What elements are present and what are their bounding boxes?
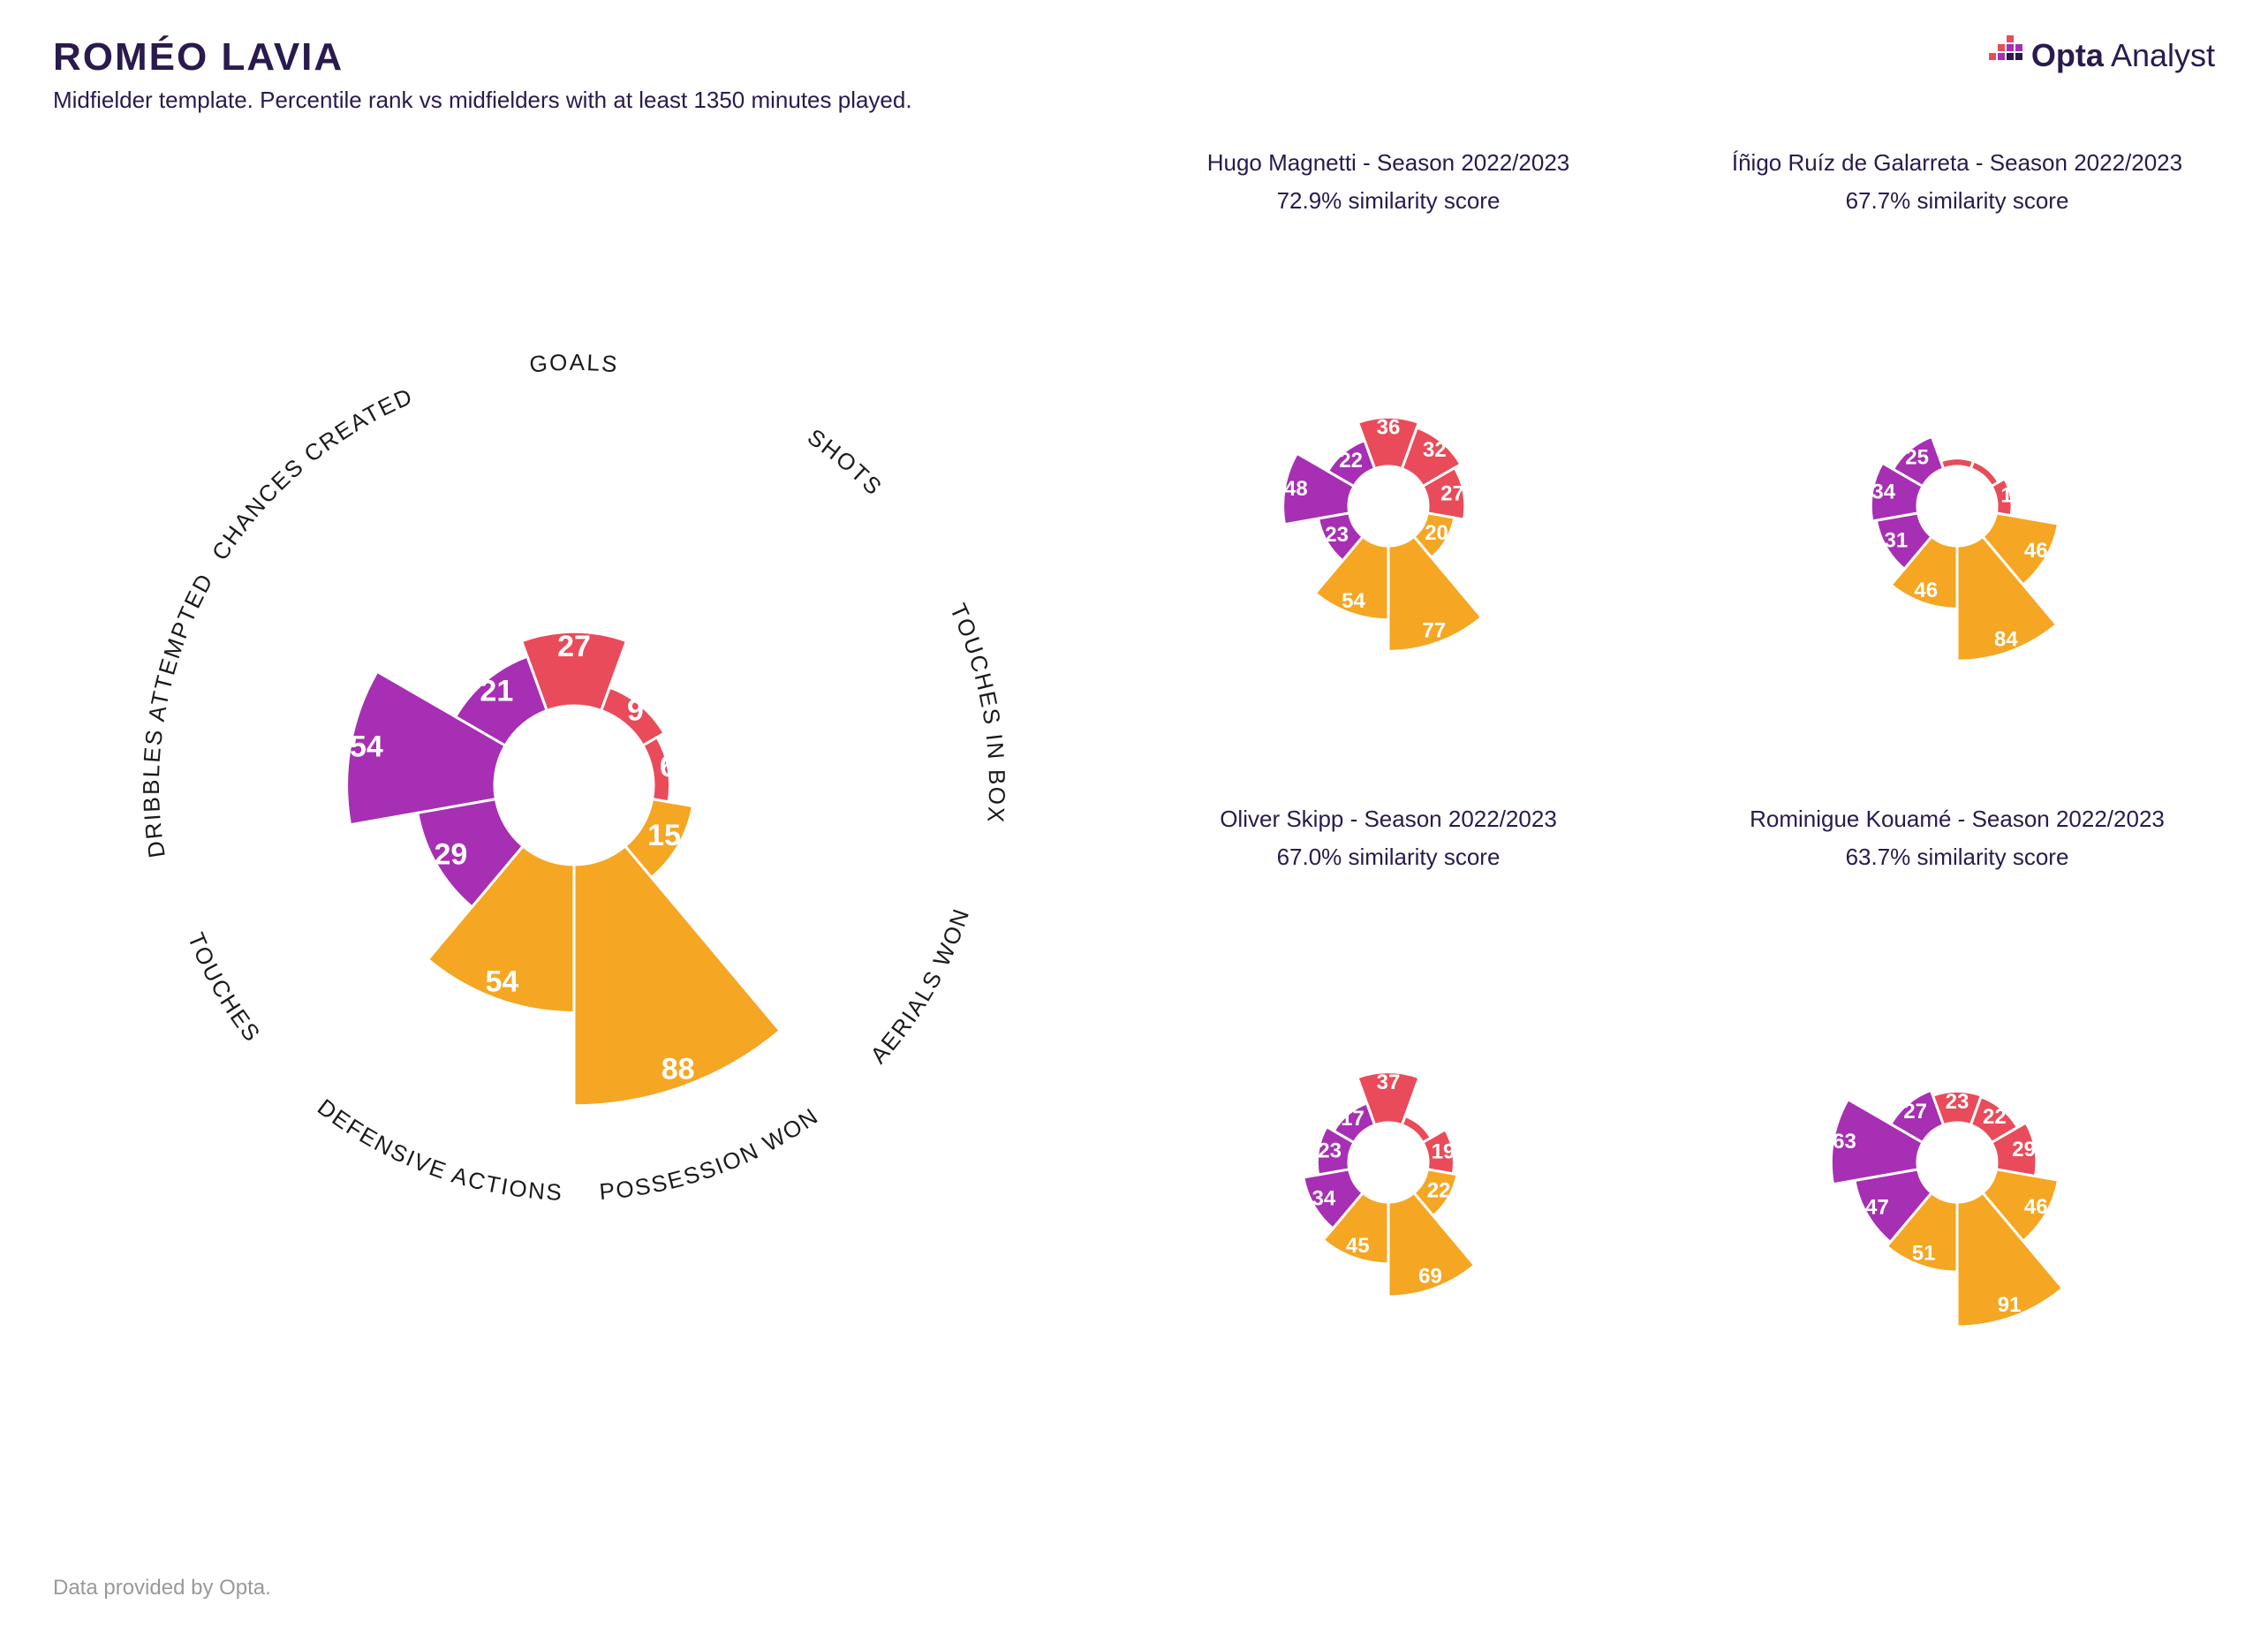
- slice-value: 23: [1325, 523, 1349, 547]
- comparison-radial-svg: 6611468446313425: [1710, 241, 2204, 736]
- slice-value: 6: [1987, 450, 1999, 474]
- slice-value: 15: [647, 819, 681, 852]
- center-hole: [1349, 466, 1428, 546]
- slice-value: 46: [1914, 579, 1938, 602]
- slice-value: 22: [1427, 1178, 1451, 1202]
- slice-value: 29: [434, 838, 467, 872]
- comparison-grid: Hugo Magnetti - Season 2022/2023 72.9% si…: [1130, 149, 2215, 1426]
- slice-value: 23: [1946, 1089, 1969, 1113]
- slice-value: 37: [1377, 1071, 1401, 1094]
- opta-logo-icon: [1982, 35, 2022, 76]
- main-content: 2796158854295421GOALSSHOTSTOUCHES IN BOX…: [53, 149, 2215, 1426]
- similarity-score: 63.7% similarity score: [1699, 844, 2215, 871]
- comparison-title: Íñigo Ruíz de Galarreta - Season 2022/20…: [1699, 149, 2215, 177]
- slice-value: 77: [1422, 618, 1446, 642]
- slice-value: 34: [1312, 1186, 1335, 1210]
- header: ROMÉO LAVIA Midfielder template. Percent…: [53, 35, 2215, 114]
- subtitle: Midfielder template. Percentile rank vs …: [53, 87, 912, 114]
- comparison-title: Oliver Skipp - Season 2022/2023: [1130, 806, 1646, 833]
- title-block: ROMÉO LAVIA Midfielder template. Percent…: [53, 35, 912, 114]
- label-arc: [695, 389, 943, 597]
- comparison-cell: Íñigo Ruíz de Galarreta - Season 2022/20…: [1699, 149, 2215, 770]
- slice-value: 6: [660, 750, 677, 783]
- comparison-radial-svg: 23 2229 46 91 51 47 63 27: [1710, 897, 2204, 1392]
- axis-label: GOALS: [528, 349, 620, 378]
- slice-value: 19: [1432, 1139, 1455, 1163]
- slice-value: 6: [1951, 437, 1962, 461]
- opta-logo: Opta Analyst: [1982, 35, 2215, 76]
- axis-label: TOUCHES: [183, 929, 267, 1048]
- player-name: ROMÉO LAVIA: [53, 35, 912, 79]
- slice-value: 22: [1339, 449, 1363, 473]
- comparison-radial-svg: 36 32 27 20 77 54 23 48 22: [1141, 241, 1636, 736]
- slice-value: 11: [2000, 483, 2022, 507]
- slice-value: 27: [1903, 1099, 1927, 1123]
- slice-value: 54: [485, 965, 518, 998]
- main-radial-svg: 27 96 15 88 54 29 54 21 GOALS SHOTS TOUCHES IN BOX…: [53, 149, 1095, 1421]
- comparison-radial-svg: 37 719 22 69 45 34 23 17: [1141, 897, 1636, 1392]
- slice-value: 23: [1318, 1139, 1342, 1162]
- slice-value: 48: [1284, 477, 1308, 501]
- comparison-title: Rominigue Kouamé - Season 2022/2023: [1699, 806, 2215, 833]
- slice-value: 22: [1983, 1104, 2007, 1128]
- axis-label: TOUCHES IN BOX: [945, 600, 1010, 825]
- slice-value: 63: [1833, 1129, 1856, 1153]
- slice-value: 54: [1342, 589, 1365, 613]
- slice-value: 91: [1998, 1292, 2022, 1316]
- label-arc: [163, 836, 325, 1116]
- slice-value: 27: [557, 630, 591, 663]
- center-hole: [1917, 1123, 1997, 1202]
- main-radial-chart: 27 96 15 88 54 29 54 21 GOALS SHOTS TOUCHES IN BOX…: [53, 149, 1095, 1426]
- slice-value: 46: [2024, 1194, 2048, 1218]
- slice-value: 20: [1425, 521, 1448, 545]
- label-arc: [824, 836, 987, 1116]
- slice-value: 7: [1418, 1107, 1430, 1131]
- opta-logo-text: Opta Analyst: [2031, 37, 2215, 74]
- slice-value: 32: [1423, 438, 1447, 462]
- comparison-cell: Rominigue Kouamé - Season 2022/2023 63.7%…: [1699, 806, 2215, 1426]
- slice-value: 88: [662, 1052, 695, 1086]
- comparison-cell: Oliver Skipp - Season 2022/2023 67.0% sim…: [1130, 806, 1646, 1426]
- slice-value: 46: [2024, 539, 2048, 563]
- axis-label: DRIBBLES ATTEMPTED: [138, 568, 219, 859]
- center-hole: [495, 706, 654, 865]
- comparison-cell: Hugo Magnetti - Season 2022/2023 72.9% si…: [1130, 149, 1646, 770]
- axis-label: CHANCES CREATED: [207, 382, 418, 565]
- axis-label: DEFENSIVE ACTIONS: [313, 1093, 564, 1206]
- slice-value: 17: [1341, 1107, 1365, 1131]
- similarity-score: 72.9% similarity score: [1130, 187, 1646, 215]
- center-hole: [1349, 1123, 1428, 1202]
- slice-value: 25: [1905, 445, 1929, 469]
- slice-value: 27: [1440, 482, 1464, 506]
- axis-label: POSSESSION WON: [598, 1102, 823, 1206]
- slice-value: 47: [1865, 1195, 1889, 1219]
- slice-value: 69: [1418, 1264, 1442, 1288]
- comparison-title: Hugo Magnetti - Season 2022/2023: [1130, 149, 1646, 177]
- slice-value: 31: [1884, 528, 1908, 552]
- axis-label: AERIALS WON: [865, 904, 974, 1069]
- similarity-score: 67.7% similarity score: [1699, 187, 2215, 215]
- center-hole: [1917, 466, 1997, 546]
- axis-label: SHOTS: [803, 423, 888, 501]
- slice-value: 54: [350, 730, 383, 764]
- footer-attribution: Data provided by Opta.: [53, 1576, 271, 1601]
- slice-value: 84: [1994, 628, 2018, 652]
- slice-value: 36: [1377, 416, 1401, 440]
- label-arc: [204, 389, 452, 597]
- similarity-score: 67.0% similarity score: [1130, 844, 1646, 871]
- slice-value: 51: [1912, 1241, 1936, 1265]
- slice-value: 34: [1871, 481, 1895, 504]
- slice-value: 45: [1346, 1233, 1370, 1257]
- slice-value: 29: [2012, 1138, 2036, 1162]
- slice-value: 9: [627, 693, 644, 727]
- slice-value: 21: [480, 674, 513, 708]
